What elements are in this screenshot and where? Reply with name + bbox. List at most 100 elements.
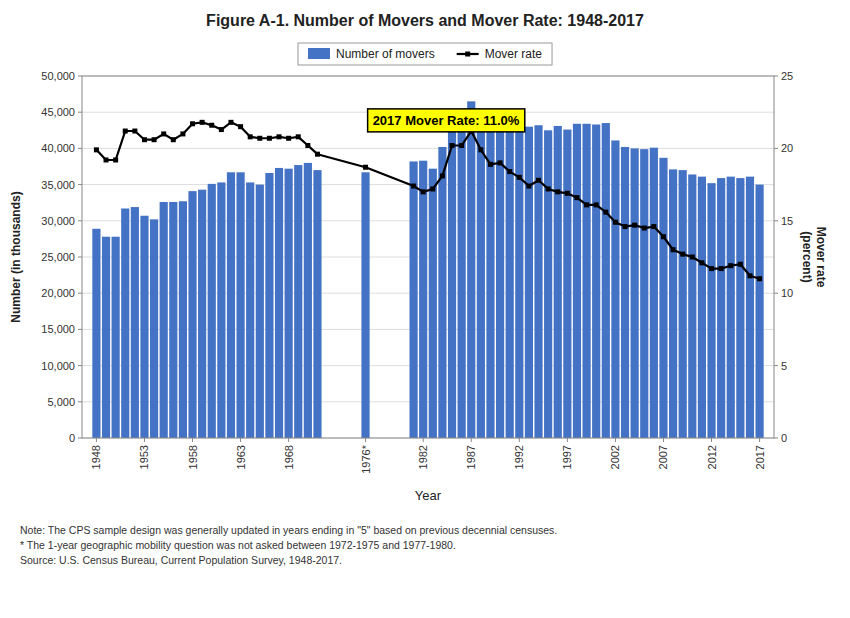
marker xyxy=(248,134,253,139)
marker xyxy=(171,137,176,142)
marker xyxy=(613,220,618,225)
bar xyxy=(313,170,321,438)
bar xyxy=(429,169,437,438)
plot-frame xyxy=(82,76,774,438)
tick-label: 1958 xyxy=(187,445,199,469)
tick-label: 2007 xyxy=(657,445,669,469)
tick xyxy=(567,438,568,442)
marker xyxy=(747,273,752,278)
bar xyxy=(438,147,446,438)
marker xyxy=(267,136,272,141)
bar xyxy=(112,237,120,438)
bar xyxy=(246,182,254,438)
bar xyxy=(717,178,725,438)
tick xyxy=(774,76,778,77)
tick-label: 15 xyxy=(781,215,793,227)
legend-item: Mover rate xyxy=(457,47,543,61)
tick-label: 1982 xyxy=(417,445,429,469)
tick-label: 50,000 xyxy=(41,70,75,82)
marker xyxy=(161,131,166,136)
tick-label: 1987 xyxy=(465,445,477,469)
label-line: (percent) xyxy=(800,231,814,282)
marker xyxy=(180,131,185,136)
tick-label: 2012 xyxy=(706,445,718,469)
tick xyxy=(774,293,778,294)
line xyxy=(96,122,759,278)
tick xyxy=(96,438,97,442)
tick-label: 2002 xyxy=(609,445,621,469)
bar xyxy=(217,182,225,438)
marker xyxy=(642,226,647,231)
bar xyxy=(554,126,562,438)
annotation: 2017 Mover Rate: 11.0% xyxy=(368,109,525,132)
bar xyxy=(669,169,677,438)
tick xyxy=(615,438,616,442)
y2-axis: 0510152025Mover rate(percent) xyxy=(774,70,828,444)
tick-label: 30,000 xyxy=(41,215,75,227)
marker xyxy=(113,157,118,162)
marker xyxy=(123,129,128,134)
marker xyxy=(488,162,493,167)
tick-label: 35,000 xyxy=(41,179,75,191)
tick xyxy=(78,401,82,402)
bar xyxy=(467,101,475,438)
tick-label: 1997 xyxy=(561,445,573,469)
bar xyxy=(265,173,273,438)
annotation-text: 2017 Mover Rate: 11.0% xyxy=(373,113,520,128)
tick xyxy=(78,148,82,149)
y-axis-label: Number (in thousands) xyxy=(9,191,23,322)
bar xyxy=(640,149,648,438)
bar xyxy=(458,125,466,438)
tick-label: 25 xyxy=(781,70,793,82)
y2-axis-label: Mover rate(percent) xyxy=(800,227,828,288)
legend-items: Number of moversMover rate xyxy=(308,47,542,61)
marker xyxy=(421,189,426,194)
legend-label: Mover rate xyxy=(485,47,543,61)
bar xyxy=(150,219,158,438)
marker xyxy=(594,202,599,207)
marker xyxy=(200,120,205,125)
bar xyxy=(650,148,658,438)
marker xyxy=(132,129,137,134)
marker xyxy=(757,276,762,281)
tick xyxy=(78,184,82,185)
marker xyxy=(651,224,656,229)
line-series xyxy=(94,120,762,281)
bar xyxy=(448,129,456,438)
tick-label: 1963 xyxy=(235,445,247,469)
tick-label: 10 xyxy=(781,287,793,299)
note: Note: The CPS sample design was generall… xyxy=(20,524,557,536)
bar xyxy=(160,202,168,438)
tick xyxy=(78,365,82,366)
marker xyxy=(699,260,704,265)
tick xyxy=(144,438,145,442)
tick-label: 5,000 xyxy=(47,396,75,408)
bar xyxy=(121,208,129,438)
bar xyxy=(631,148,639,438)
bar xyxy=(727,177,735,438)
tick-label: 10,000 xyxy=(41,360,75,372)
bar xyxy=(285,169,293,438)
tick xyxy=(78,293,82,294)
bar xyxy=(486,129,494,438)
bar xyxy=(525,127,533,438)
tick xyxy=(774,220,778,221)
tick xyxy=(288,438,289,442)
marker xyxy=(296,134,301,139)
bar xyxy=(361,172,369,438)
marker xyxy=(142,137,147,142)
bar xyxy=(582,124,590,438)
plot-area xyxy=(92,101,763,438)
tick-label: 0 xyxy=(69,432,75,444)
marker xyxy=(286,136,291,141)
bar xyxy=(544,130,552,438)
bar xyxy=(275,168,283,438)
bar xyxy=(573,124,581,438)
tick-label: 1948 xyxy=(90,445,102,469)
tick-label: 5 xyxy=(781,360,787,372)
bar xyxy=(515,125,523,438)
marker xyxy=(728,263,733,268)
marker xyxy=(738,262,743,267)
tick-label: 2017 xyxy=(754,445,766,469)
tick xyxy=(711,438,712,442)
